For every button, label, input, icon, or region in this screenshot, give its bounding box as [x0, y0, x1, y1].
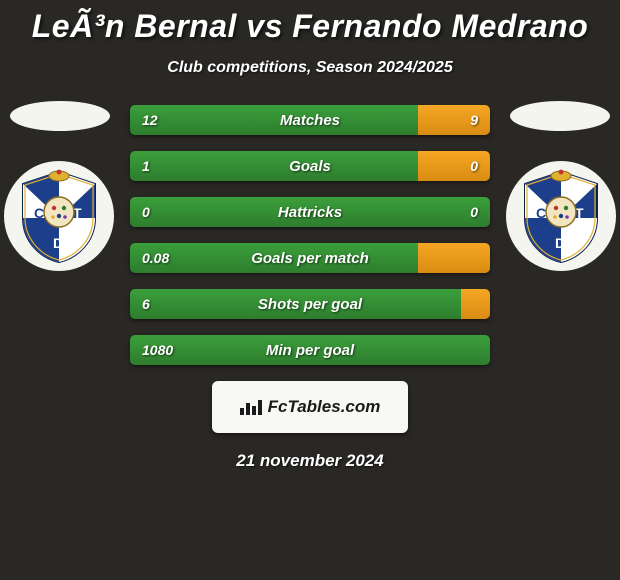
value-right — [466, 289, 490, 319]
bar-segment-left — [130, 197, 490, 227]
value-left: 0 — [130, 197, 162, 227]
date-label: 21 november 2024 — [0, 451, 620, 471]
stat-row: Hattricks00 — [130, 197, 490, 227]
value-right — [466, 335, 490, 365]
stat-row: Matches129 — [130, 105, 490, 135]
svg-text:D: D — [53, 235, 63, 251]
value-left: 1080 — [130, 335, 185, 365]
stat-row: Goals per match0.08 — [130, 243, 490, 273]
value-right: 0 — [458, 151, 490, 181]
value-left: 1 — [130, 151, 162, 181]
stat-bars: Matches129Goals10Hattricks00Goals per ma… — [130, 105, 490, 365]
value-left: 12 — [130, 105, 170, 135]
value-right: 9 — [458, 105, 490, 135]
value-left: 0.08 — [130, 243, 181, 273]
stat-row: Shots per goal6 — [130, 289, 490, 319]
svg-text:C: C — [536, 205, 546, 221]
logo-box: FcTables.com — [212, 381, 408, 433]
shield-icon: C T D — [17, 168, 101, 264]
value-right: 0 — [458, 197, 490, 227]
stat-row: Min per goal1080 — [130, 335, 490, 365]
shield-icon: C T D — [519, 168, 603, 264]
svg-text:D: D — [555, 235, 565, 251]
player-right-silhouette — [510, 101, 610, 131]
bar-chart-icon — [240, 400, 262, 415]
club-crest-left: C T D — [4, 161, 114, 271]
bar-segment-left — [130, 151, 418, 181]
logo-text: FcTables.com — [268, 397, 381, 417]
bar-segment-left — [130, 105, 418, 135]
svg-text:C: C — [34, 205, 44, 221]
comparison-panel: C T D C — [0, 105, 620, 365]
value-left: 6 — [130, 289, 162, 319]
player-left-silhouette — [10, 101, 110, 131]
club-crest-right: C T D — [506, 161, 616, 271]
page-title: LeÃ³n Bernal vs Fernando Medrano — [0, 0, 620, 45]
bar-segment-left — [130, 289, 461, 319]
value-right — [466, 243, 490, 273]
fctables-logo: FcTables.com — [240, 397, 381, 417]
subtitle: Club competitions, Season 2024/2025 — [0, 59, 620, 77]
stat-row: Goals10 — [130, 151, 490, 181]
